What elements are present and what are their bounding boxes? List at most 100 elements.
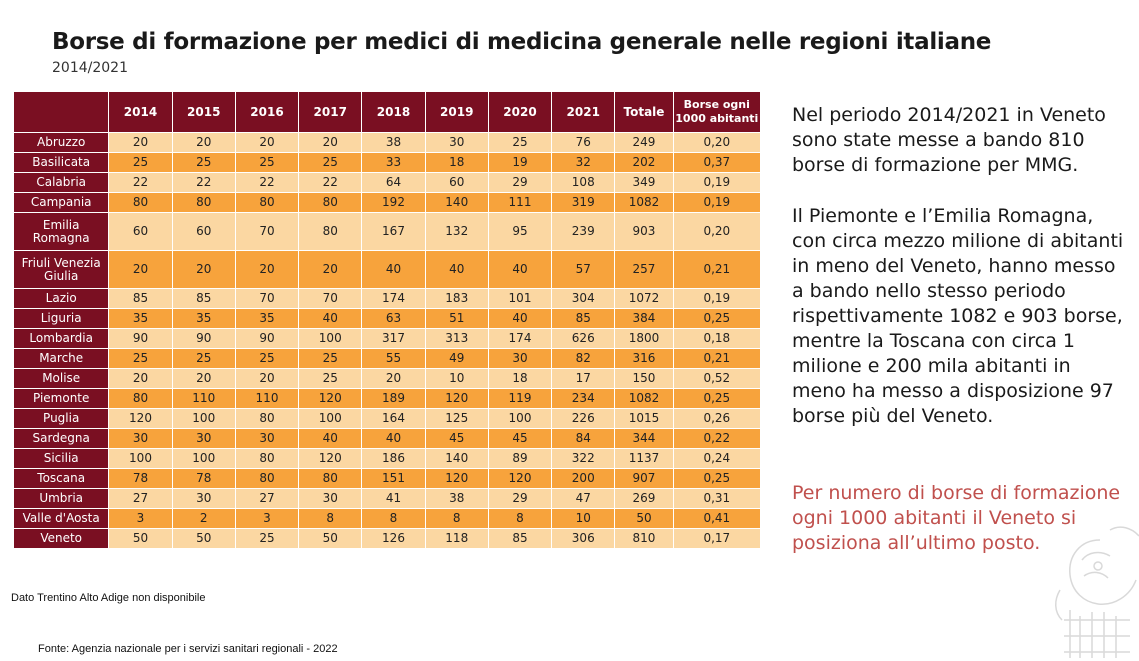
value-cell: 8 (361, 508, 426, 529)
value-cell: 60 (108, 212, 173, 251)
value-cell: 41 (361, 488, 426, 509)
value-cell: 80 (298, 192, 363, 213)
value-cell: 27 (108, 488, 173, 509)
value-cell: 40 (298, 428, 363, 449)
value-cell: 0,37 (672, 152, 762, 173)
footnote: Dato Trentino Alto Adige non disponibile (11, 592, 206, 604)
value-cell: 70 (234, 212, 300, 251)
value-cell: 110 (234, 388, 300, 409)
value-cell: 0,25 (672, 308, 762, 329)
value-cell: 25 (234, 152, 300, 173)
value-cell: 269 (614, 488, 674, 509)
value-cell: 120 (424, 468, 489, 489)
column-header: 2015 (171, 91, 236, 133)
value-cell: 1082 (614, 388, 674, 409)
value-cell: 322 (551, 448, 616, 469)
value-cell: 25 (108, 348, 173, 369)
value-cell: 80 (298, 212, 363, 251)
value-cell: 22 (298, 172, 363, 193)
region-name-cell: Valle d'Aosta (12, 508, 110, 529)
value-cell: 0,18 (672, 328, 762, 349)
value-cell: 0,19 (672, 172, 762, 193)
value-cell: 111 (487, 192, 553, 213)
value-cell: 164 (361, 408, 426, 429)
value-cell: 100 (298, 328, 363, 349)
value-cell: 118 (424, 528, 489, 549)
value-cell: 40 (424, 250, 489, 289)
value-cell: 150 (614, 368, 674, 389)
region-name-cell: Sicilia (12, 448, 110, 469)
table-row: Umbria 27 30 27 30 41 38 29 47 269 0,31 (12, 488, 762, 509)
table-header-row: 2014 2015 2016 2017 2018 2019 2020 2021 Totale Bo… (12, 91, 762, 133)
region-name-cell: Liguria (12, 308, 110, 329)
value-cell: 80 (171, 192, 236, 213)
value-cell: 80 (234, 468, 300, 489)
page-title: Borse di formazione per medici di medici… (52, 29, 992, 55)
value-cell: 70 (234, 288, 300, 309)
value-cell: 257 (614, 250, 674, 289)
value-cell: 20 (171, 368, 236, 389)
table-row: Campania 80 80 80 80 192 140 111 319 1082 0,19 (12, 192, 762, 213)
value-cell: 17 (551, 368, 616, 389)
value-cell: 50 (298, 528, 363, 549)
value-cell: 167 (361, 212, 426, 251)
column-header: 2020 (487, 91, 553, 133)
column-header: 2016 (234, 91, 300, 133)
value-cell: 1072 (614, 288, 674, 309)
value-cell: 0,21 (672, 348, 762, 369)
value-cell: 50 (614, 508, 674, 529)
value-cell: 907 (614, 468, 674, 489)
value-cell: 249 (614, 132, 674, 153)
value-cell: 108 (551, 172, 616, 193)
value-cell: 30 (487, 348, 553, 369)
table-row: Sicilia 100 100 80 120 186 140 89 322 1137 0,24 (12, 448, 762, 469)
value-cell: 19 (487, 152, 553, 173)
value-cell: 22 (108, 172, 173, 193)
value-cell: 0,25 (672, 468, 762, 489)
region-name-cell: Campania (12, 192, 110, 213)
table-row: Valle d'Aosta 3 2 3 8 8 8 8 10 50 0,41 (12, 508, 762, 529)
value-cell: 80 (108, 192, 173, 213)
value-cell: 80 (234, 448, 300, 469)
value-cell: 25 (298, 368, 363, 389)
value-cell: 90 (171, 328, 236, 349)
table-body: Abruzzo 20 20 20 20 38 30 25 76 249 0,20 Basilicata… (12, 132, 762, 549)
value-cell: 1800 (614, 328, 674, 349)
value-cell: 202 (614, 152, 674, 173)
value-cell: 120 (424, 388, 489, 409)
value-cell: 40 (361, 428, 426, 449)
value-cell: 25 (487, 132, 553, 153)
table-row: Liguria 35 35 35 40 63 51 40 85 384 0,25 (12, 308, 762, 329)
value-cell: 33 (361, 152, 426, 173)
value-cell: 0,19 (672, 288, 762, 309)
value-cell: 110 (171, 388, 236, 409)
value-cell: 27 (234, 488, 300, 509)
value-cell: 35 (234, 308, 300, 329)
value-cell: 20 (361, 368, 426, 389)
value-cell: 119 (487, 388, 553, 409)
value-cell: 313 (424, 328, 489, 349)
table-row: Sardegna 30 30 30 40 40 45 45 84 344 0,22 (12, 428, 762, 449)
value-cell: 40 (487, 308, 553, 329)
value-cell: 132 (424, 212, 489, 251)
value-cell: 0,24 (672, 448, 762, 469)
value-cell: 2 (171, 508, 236, 529)
value-cell: 100 (171, 408, 236, 429)
value-cell: 30 (171, 488, 236, 509)
value-cell: 0,31 (672, 488, 762, 509)
column-header: Borse ogni 1000 abitanti (672, 91, 762, 133)
value-cell: 85 (108, 288, 173, 309)
value-cell: 51 (424, 308, 489, 329)
value-cell: 95 (487, 212, 553, 251)
value-cell: 29 (487, 172, 553, 193)
value-cell: 0,20 (672, 212, 762, 251)
value-cell: 1082 (614, 192, 674, 213)
value-cell: 89 (487, 448, 553, 469)
value-cell: 20 (108, 250, 173, 289)
value-cell: 40 (361, 250, 426, 289)
value-cell: 226 (551, 408, 616, 429)
value-cell: 200 (551, 468, 616, 489)
value-cell: 85 (551, 308, 616, 329)
value-cell: 90 (234, 328, 300, 349)
value-cell: 29 (487, 488, 553, 509)
